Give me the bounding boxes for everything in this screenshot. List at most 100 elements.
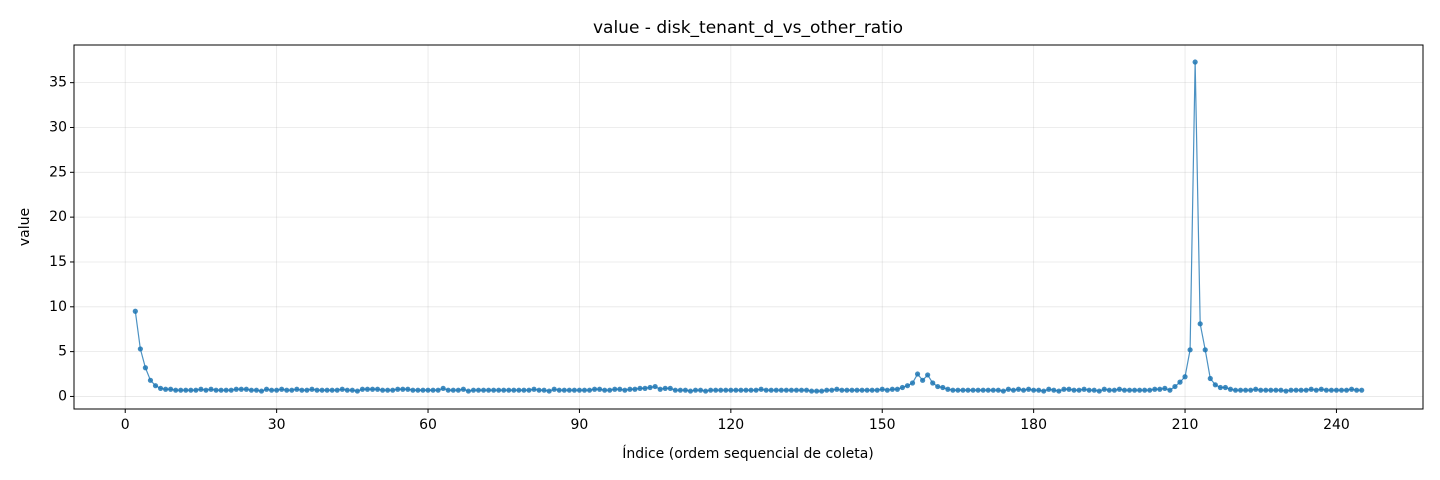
data-point	[914, 371, 921, 377]
data-point	[894, 386, 900, 392]
data-point	[309, 386, 315, 392]
x-tick-label: 180	[1020, 417, 1047, 433]
data-point	[808, 388, 815, 394]
data-point	[501, 387, 507, 393]
data-point	[909, 380, 916, 386]
data-point	[1303, 387, 1309, 393]
data-point	[369, 386, 376, 392]
data-point	[1202, 347, 1208, 353]
data-point	[899, 384, 906, 391]
data-point	[1086, 387, 1092, 393]
data-point	[1348, 386, 1355, 392]
data-point	[354, 388, 360, 394]
data-point	[627, 386, 633, 392]
data-point	[814, 388, 820, 394]
data-point	[400, 386, 406, 392]
data-point	[1248, 387, 1254, 393]
data-point	[1101, 386, 1107, 392]
data-point	[647, 384, 653, 391]
data-point	[1036, 387, 1042, 393]
data-point	[1020, 387, 1027, 393]
data-point	[1258, 387, 1264, 393]
data-point	[279, 386, 285, 392]
data-point	[1293, 387, 1299, 393]
data-point	[274, 387, 280, 393]
data-point	[536, 387, 542, 393]
data-point	[571, 387, 577, 393]
data-point	[758, 386, 764, 392]
data-point	[460, 386, 466, 392]
data-point	[435, 387, 441, 393]
data-point	[440, 385, 446, 391]
data-point	[713, 387, 719, 393]
data-point	[597, 386, 603, 392]
data-point	[576, 387, 583, 393]
data-point	[319, 387, 325, 393]
data-point	[869, 387, 875, 393]
data-point	[475, 387, 482, 393]
data-point	[990, 387, 996, 393]
data-point	[637, 385, 643, 391]
data-point	[1328, 387, 1335, 393]
data-point	[904, 383, 911, 389]
data-point	[162, 386, 169, 392]
data-point	[965, 387, 971, 393]
data-point	[930, 380, 936, 386]
data-point	[723, 387, 729, 393]
data-point	[1031, 387, 1037, 393]
data-point	[703, 388, 709, 394]
data-point	[208, 386, 214, 392]
data-point	[1076, 387, 1082, 393]
data-point	[793, 387, 800, 393]
data-point	[1167, 387, 1173, 393]
data-point	[849, 387, 855, 393]
data-point	[1187, 347, 1193, 353]
data-point	[667, 385, 673, 391]
data-point	[834, 386, 840, 392]
data-point	[450, 387, 456, 393]
data-point	[551, 386, 557, 392]
data-point	[1182, 374, 1188, 380]
data-point	[137, 346, 143, 352]
data-point	[203, 387, 209, 393]
data-point	[1323, 387, 1329, 393]
data-point	[1000, 388, 1006, 394]
data-point	[798, 387, 805, 393]
data-point	[1354, 387, 1360, 393]
data-point	[1142, 387, 1148, 393]
data-point	[496, 387, 502, 393]
data-point	[374, 386, 381, 392]
data-point	[697, 387, 704, 393]
data-point	[1318, 386, 1324, 392]
chart-title: value - disk_tenant_d_vs_other_ratio	[593, 18, 903, 38]
data-point	[783, 387, 789, 393]
data-point	[935, 383, 941, 390]
x-tick-label: 90	[571, 417, 589, 433]
data-point	[405, 386, 411, 392]
data-point	[1253, 386, 1259, 392]
data-point	[465, 388, 472, 394]
data-point	[940, 384, 946, 391]
data-point	[874, 387, 880, 393]
x-tick-label: 0	[121, 417, 130, 433]
data-point	[1227, 386, 1234, 392]
data-point	[430, 387, 436, 393]
data-point	[945, 386, 951, 392]
y-tick-label: 0	[58, 388, 67, 404]
data-point	[385, 387, 391, 393]
data-point	[708, 387, 714, 393]
data-point	[147, 377, 154, 383]
data-point	[410, 387, 416, 393]
data-point	[380, 387, 386, 393]
data-point	[248, 387, 254, 393]
data-point	[491, 387, 497, 393]
data-point	[289, 387, 295, 393]
data-point	[1177, 379, 1183, 385]
data-point	[819, 388, 825, 394]
data-point	[591, 386, 598, 392]
data-point	[238, 386, 244, 392]
data-point	[1015, 386, 1022, 392]
data-point	[390, 387, 396, 393]
data-point	[258, 388, 265, 394]
